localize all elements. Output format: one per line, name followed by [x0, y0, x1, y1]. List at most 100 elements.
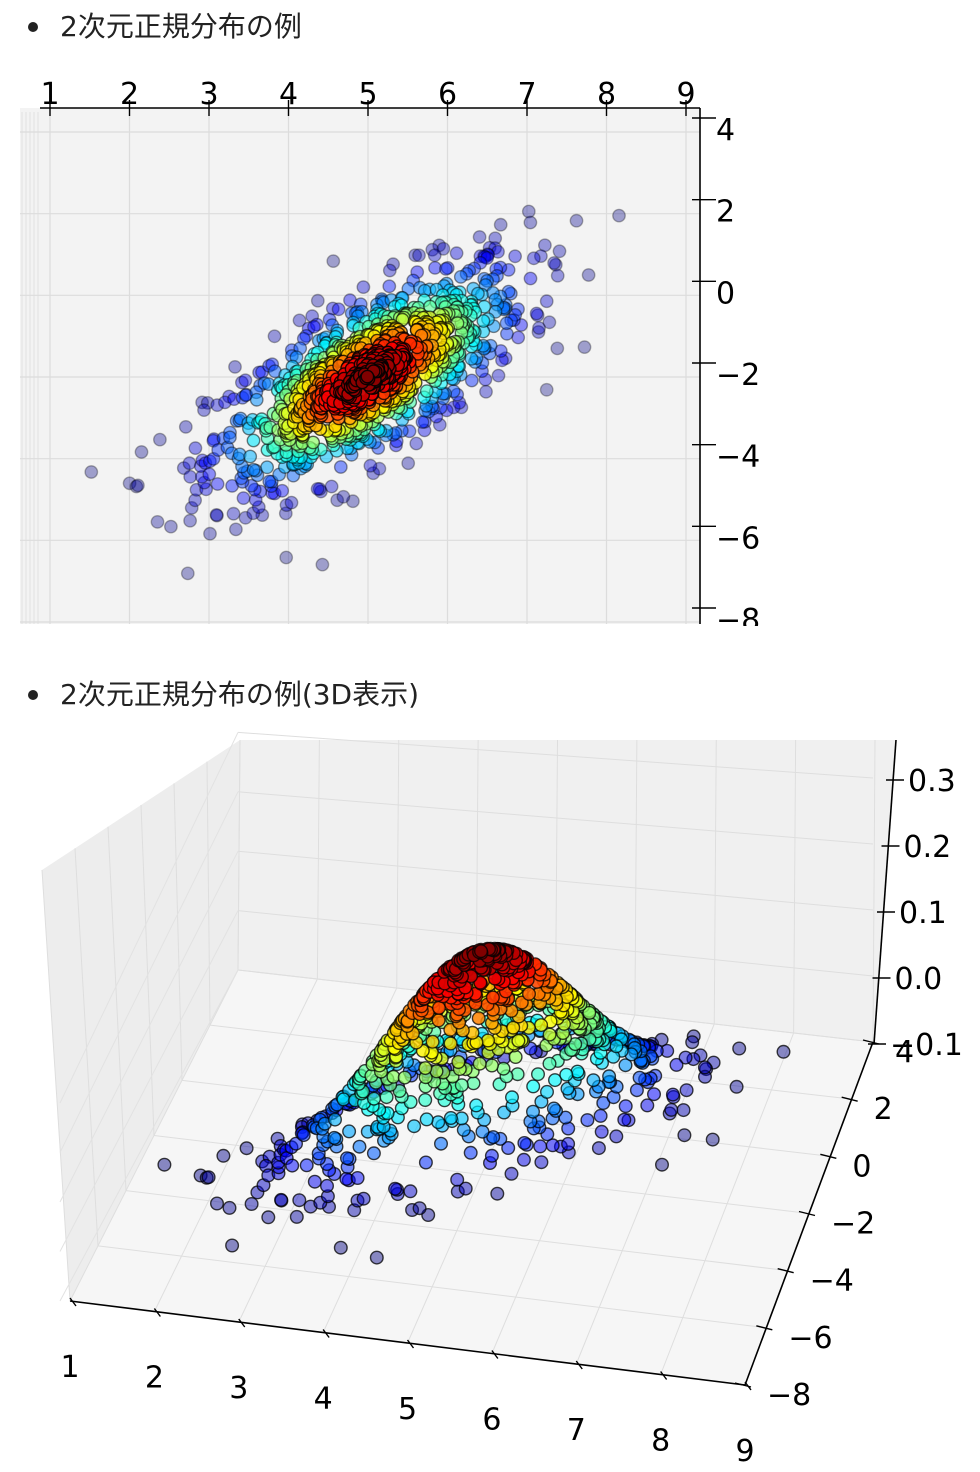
clip-mask	[0, 626, 980, 640]
scatter-point	[238, 373, 253, 388]
scatter-point	[582, 1005, 597, 1020]
scatter-point	[188, 441, 203, 455]
x-tick	[406, 1339, 415, 1349]
scatter-point	[180, 566, 195, 581]
scatter-point	[526, 251, 541, 266]
scatter-point	[443, 1036, 458, 1051]
z-axis-line	[873, 739, 897, 1045]
scatter-point	[464, 351, 479, 366]
scatter-point	[243, 449, 258, 464]
scatter-point	[129, 479, 144, 494]
scatter-point	[279, 550, 294, 565]
y-tick-label: −6	[716, 521, 760, 556]
scatter-point	[493, 344, 508, 358]
scatter-point	[677, 1128, 692, 1143]
bullet-dot	[28, 690, 38, 700]
scatter-point	[227, 392, 241, 406]
scatter-point	[499, 326, 514, 341]
grid-line-y	[125, 1190, 788, 1272]
scatter-point	[195, 453, 210, 468]
scatter-point	[665, 1087, 680, 1102]
x-tick-label: 2	[120, 77, 139, 112]
grid-line-z-side	[59, 850, 239, 1203]
scatter-point	[206, 451, 221, 466]
scatter-point	[516, 1152, 531, 1167]
y-tick-label: 4	[895, 1035, 914, 1070]
y-tick-label: 2	[874, 1092, 893, 1127]
scatter-point	[594, 1124, 609, 1139]
scatter-point	[410, 265, 425, 279]
scatter-point	[255, 365, 269, 379]
scatter-point	[419, 1112, 434, 1127]
bullet-item: 2次元正規分布の例	[28, 6, 302, 47]
scatter-point	[550, 341, 565, 356]
scatter-point	[526, 1104, 541, 1119]
scatter-point	[176, 461, 191, 475]
x-tick-label: 9	[735, 1434, 754, 1469]
x-tick-label: 5	[398, 1392, 417, 1427]
scatter-point	[499, 316, 514, 331]
y-tick	[734, 1382, 752, 1388]
scatter-point	[216, 1148, 231, 1163]
scatter-point	[345, 494, 360, 509]
scatter-point	[539, 382, 554, 397]
y-tick	[798, 1210, 816, 1217]
scatter-point	[552, 244, 567, 259]
scatter-point	[235, 474, 250, 489]
scatter-point	[732, 1041, 747, 1056]
scatter-point	[322, 312, 337, 327]
y-tick-label: −2	[716, 358, 760, 393]
y-tick-label: −8	[767, 1378, 811, 1413]
scatter-point	[206, 432, 221, 446]
scatter-point	[454, 400, 469, 415]
scatter-point	[478, 372, 493, 387]
scatter-point	[685, 1035, 700, 1050]
scatter-point	[479, 384, 493, 399]
grid-line-z	[237, 731, 874, 779]
scatter-point	[449, 246, 464, 261]
scatter-point	[729, 1079, 744, 1094]
scatter-point	[325, 301, 340, 316]
scatter-point	[195, 395, 210, 410]
scatter-point	[193, 459, 208, 473]
scatter-point	[521, 204, 536, 219]
scatter-point	[776, 1044, 791, 1059]
scatter-point	[401, 456, 416, 471]
scatter-point	[352, 1139, 367, 1154]
scatter-point	[505, 1090, 520, 1105]
scatter-point	[511, 1033, 526, 1048]
scatter-point	[182, 456, 197, 471]
scatter-point	[310, 293, 325, 308]
scatter-point	[523, 271, 538, 286]
scatter-point	[427, 248, 442, 263]
scatter-point	[194, 469, 209, 484]
scatter-point	[407, 1119, 422, 1134]
scatter-point	[234, 375, 249, 390]
scatter-point	[531, 1067, 546, 1082]
scatter-point	[577, 340, 592, 354]
scatter-point	[299, 328, 314, 343]
scatter-point	[593, 1108, 608, 1123]
scatter-point	[485, 990, 500, 1005]
back-pane	[238, 740, 896, 1042]
scatter-point	[484, 1148, 499, 1163]
scatter-point	[697, 1060, 712, 1075]
x-tick-label: 8	[651, 1424, 670, 1459]
x-tick-label: 4	[314, 1382, 333, 1417]
scatter-point	[197, 475, 212, 490]
scatter-point	[472, 230, 487, 244]
scatter-point	[222, 389, 237, 404]
scatter-point	[450, 1172, 465, 1187]
scatter-point	[307, 1174, 322, 1189]
scatter-point	[336, 489, 351, 504]
bullet-dot	[28, 22, 38, 32]
scatter-point	[705, 1132, 720, 1147]
scatter-point	[239, 387, 254, 402]
scatter-point	[226, 506, 241, 521]
scatter-point	[134, 445, 149, 459]
scatter-point	[382, 263, 397, 278]
grid-line-y	[153, 1135, 810, 1214]
scatter-point	[609, 1039, 624, 1054]
scatter-point	[244, 1197, 259, 1212]
scatter-point	[612, 208, 626, 223]
